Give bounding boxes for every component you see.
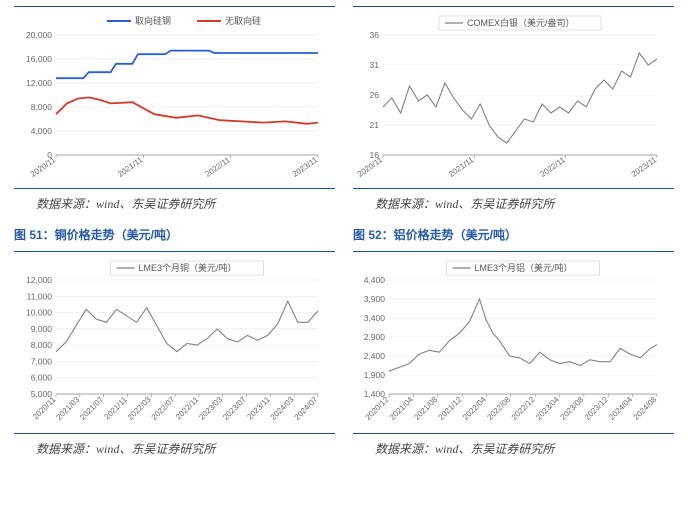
svg-text:9,000: 9,000 — [31, 324, 53, 334]
svg-text:2020/11: 2020/11 — [29, 155, 58, 179]
svg-text:2023/07: 2023/07 — [221, 395, 248, 422]
svg-text:26: 26 — [370, 90, 380, 100]
svg-text:7,000: 7,000 — [31, 356, 53, 366]
svg-text:36: 36 — [370, 30, 380, 40]
svg-text:2023/12: 2023/12 — [583, 395, 610, 422]
svg-text:2021/12: 2021/12 — [437, 395, 464, 422]
svg-text:31: 31 — [370, 60, 380, 70]
svg-text:2023/11: 2023/11 — [245, 395, 272, 422]
svg-text:2022/04: 2022/04 — [461, 395, 488, 422]
svg-text:12,000: 12,000 — [26, 78, 52, 88]
svg-text:20,000: 20,000 — [26, 30, 52, 40]
svg-text:8,000: 8,000 — [31, 102, 53, 112]
svg-text:2023/08: 2023/08 — [559, 395, 586, 422]
svg-text:2,900: 2,900 — [364, 332, 386, 342]
chart-silicon-steel: 04,0008,00012,00016,00020,0002020/112021… — [14, 6, 335, 189]
svg-text:2022/11: 2022/11 — [203, 155, 232, 179]
svg-text:取向硅钢: 取向硅钢 — [135, 15, 171, 26]
chart-copper: 5,0006,0007,0008,0009,00010,00011,00012,… — [14, 251, 335, 434]
svg-text:无取向硅: 无取向硅 — [225, 15, 261, 26]
svg-text:2022/08: 2022/08 — [485, 395, 512, 422]
svg-text:2021/11: 2021/11 — [102, 395, 129, 422]
source-row2-right: 数据来源：wind、东吴证券研究所 — [353, 434, 674, 467]
svg-text:2024/03: 2024/03 — [269, 395, 296, 422]
svg-text:2021/03: 2021/03 — [54, 395, 81, 422]
svg-text:1,900: 1,900 — [364, 370, 386, 380]
svg-text:LME3个月铜（美元/吨）: LME3个月铜（美元/吨） — [139, 262, 237, 273]
svg-text:2021/08: 2021/08 — [412, 395, 439, 422]
fig51-title: 图 51：铜价格走势（美元/吨） — [14, 222, 335, 251]
svg-text:8,000: 8,000 — [31, 340, 53, 350]
svg-text:2023/11: 2023/11 — [630, 155, 659, 179]
source-row1-left: 数据来源：wind、东吴证券研究所 — [14, 189, 335, 222]
svg-text:6,000: 6,000 — [31, 373, 53, 383]
svg-text:4,000: 4,000 — [31, 126, 53, 136]
svg-text:21: 21 — [370, 120, 380, 130]
svg-text:3,900: 3,900 — [364, 294, 386, 304]
svg-text:2023/03: 2023/03 — [197, 395, 224, 422]
svg-text:COMEX白银（美元/盎司）: COMEX白银（美元/盎司） — [467, 17, 575, 28]
source-row1-right: 数据来源：wind、东吴证券研究所 — [353, 189, 674, 222]
svg-text:2024/04: 2024/04 — [607, 395, 634, 422]
svg-text:2023/04: 2023/04 — [534, 395, 561, 422]
svg-text:2021/11: 2021/11 — [116, 155, 145, 179]
svg-text:4,400: 4,400 — [364, 275, 386, 285]
svg-text:11,000: 11,000 — [27, 291, 53, 301]
svg-text:2024/08: 2024/08 — [632, 395, 659, 422]
chart-aluminum: 1,4001,9002,4002,9003,4003,9004,4002020/… — [353, 251, 674, 434]
source-row2-left: 数据来源：wind、东吴证券研究所 — [14, 434, 335, 467]
svg-text:3,400: 3,400 — [364, 313, 386, 323]
svg-text:10,000: 10,000 — [26, 308, 52, 318]
svg-text:2022/11: 2022/11 — [538, 155, 567, 179]
svg-text:2022/11: 2022/11 — [174, 395, 201, 422]
svg-text:2021/11: 2021/11 — [447, 155, 476, 179]
svg-text:2022/07: 2022/07 — [150, 395, 177, 422]
svg-text:2022/03: 2022/03 — [126, 395, 153, 422]
svg-text:2,400: 2,400 — [364, 351, 386, 361]
svg-text:2021/07: 2021/07 — [78, 395, 105, 422]
svg-text:16,000: 16,000 — [26, 54, 52, 64]
svg-text:2022/12: 2022/12 — [510, 395, 537, 422]
svg-text:2023/11: 2023/11 — [291, 155, 320, 179]
svg-text:12,000: 12,000 — [26, 275, 52, 285]
fig52-title: 图 52：铝价格走势（美元/吨） — [353, 222, 674, 251]
chart-comex-silver: 16212631362020/112021/112022/112023/11CO… — [353, 6, 674, 189]
svg-text:2021/04: 2021/04 — [388, 395, 415, 422]
svg-text:2024/07: 2024/07 — [293, 395, 320, 422]
svg-text:LME3个月铝（美元/吨）: LME3个月铝（美元/吨） — [475, 262, 573, 273]
